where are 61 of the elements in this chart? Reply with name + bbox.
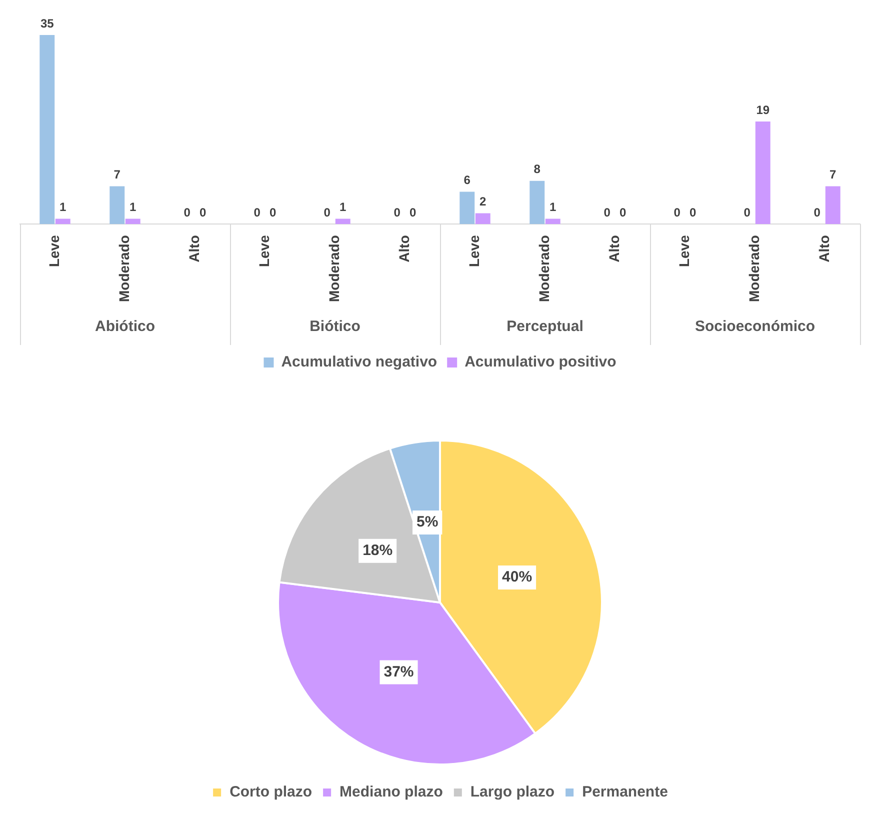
data-label: 1 [60,200,67,214]
data-label: 0 [410,205,417,220]
x-tick-label: Alto [396,235,412,262]
bar [825,186,840,224]
bar [55,218,70,224]
bar [545,218,560,224]
bar [335,218,350,224]
x-tick-label: Leve [466,234,482,268]
data-label: 37% [384,663,414,680]
x-tick-label: Moderado [746,235,762,302]
data-label: 0 [604,205,611,220]
data-label: 0 [690,205,697,220]
x-tick-label: Moderado [326,235,342,302]
bar [125,218,140,224]
bar [475,213,490,224]
data-label: 1 [130,200,137,214]
bar [40,35,55,224]
x-tick-label: Moderado [116,235,132,302]
bar [460,192,475,224]
data-label: 35 [40,16,54,30]
data-label: 1 [550,200,557,214]
data-label: 0 [270,205,277,220]
legend-label: Acumulativo negativo [281,354,438,371]
data-label: 19 [756,102,770,117]
data-label: 0 [744,205,751,220]
data-label: 0 [184,205,191,220]
data-label: 1 [340,200,347,214]
data-label: 6 [464,173,471,188]
x-tick-label: Alto [186,235,202,262]
data-label: 7 [114,168,121,182]
data-label: 0 [394,205,401,220]
text: Biótico [310,318,360,336]
data-label: 0 [254,205,261,220]
x-tick-label: Leve [46,234,62,268]
x-tick-label: Leve [256,234,272,268]
data-label: 8 [534,162,541,176]
bar [110,186,125,224]
x-tick-label: Moderado [536,235,552,302]
legend-label: Largo plazo [470,784,555,801]
data-label: 18% [362,542,393,560]
data-label: 5% [416,514,438,531]
legend-label: Permanente [582,784,668,801]
x-tick-label: Alto [606,235,622,262]
text: Perceptual [506,318,584,336]
bar [530,180,545,224]
x-tick-label: Alto [816,235,832,262]
data-label: 0 [674,205,681,220]
data-label: 40% [502,568,532,586]
legend-label: Corto plazo [230,784,312,801]
x-tick-label: Leve [676,234,692,268]
data-label: 0 [814,205,821,220]
legend-label: Mediano plazo [340,784,443,801]
data-label: 0 [200,205,207,220]
legend-label: Acumulativo positivo [464,354,616,371]
data-label: 0 [620,205,627,220]
data-label: 0 [324,205,331,220]
text: Abiótico [95,318,155,336]
data-label: 2 [480,194,487,209]
bar [755,121,770,224]
data-label: 7 [830,168,837,182]
text: Socioeconómico [694,318,816,336]
